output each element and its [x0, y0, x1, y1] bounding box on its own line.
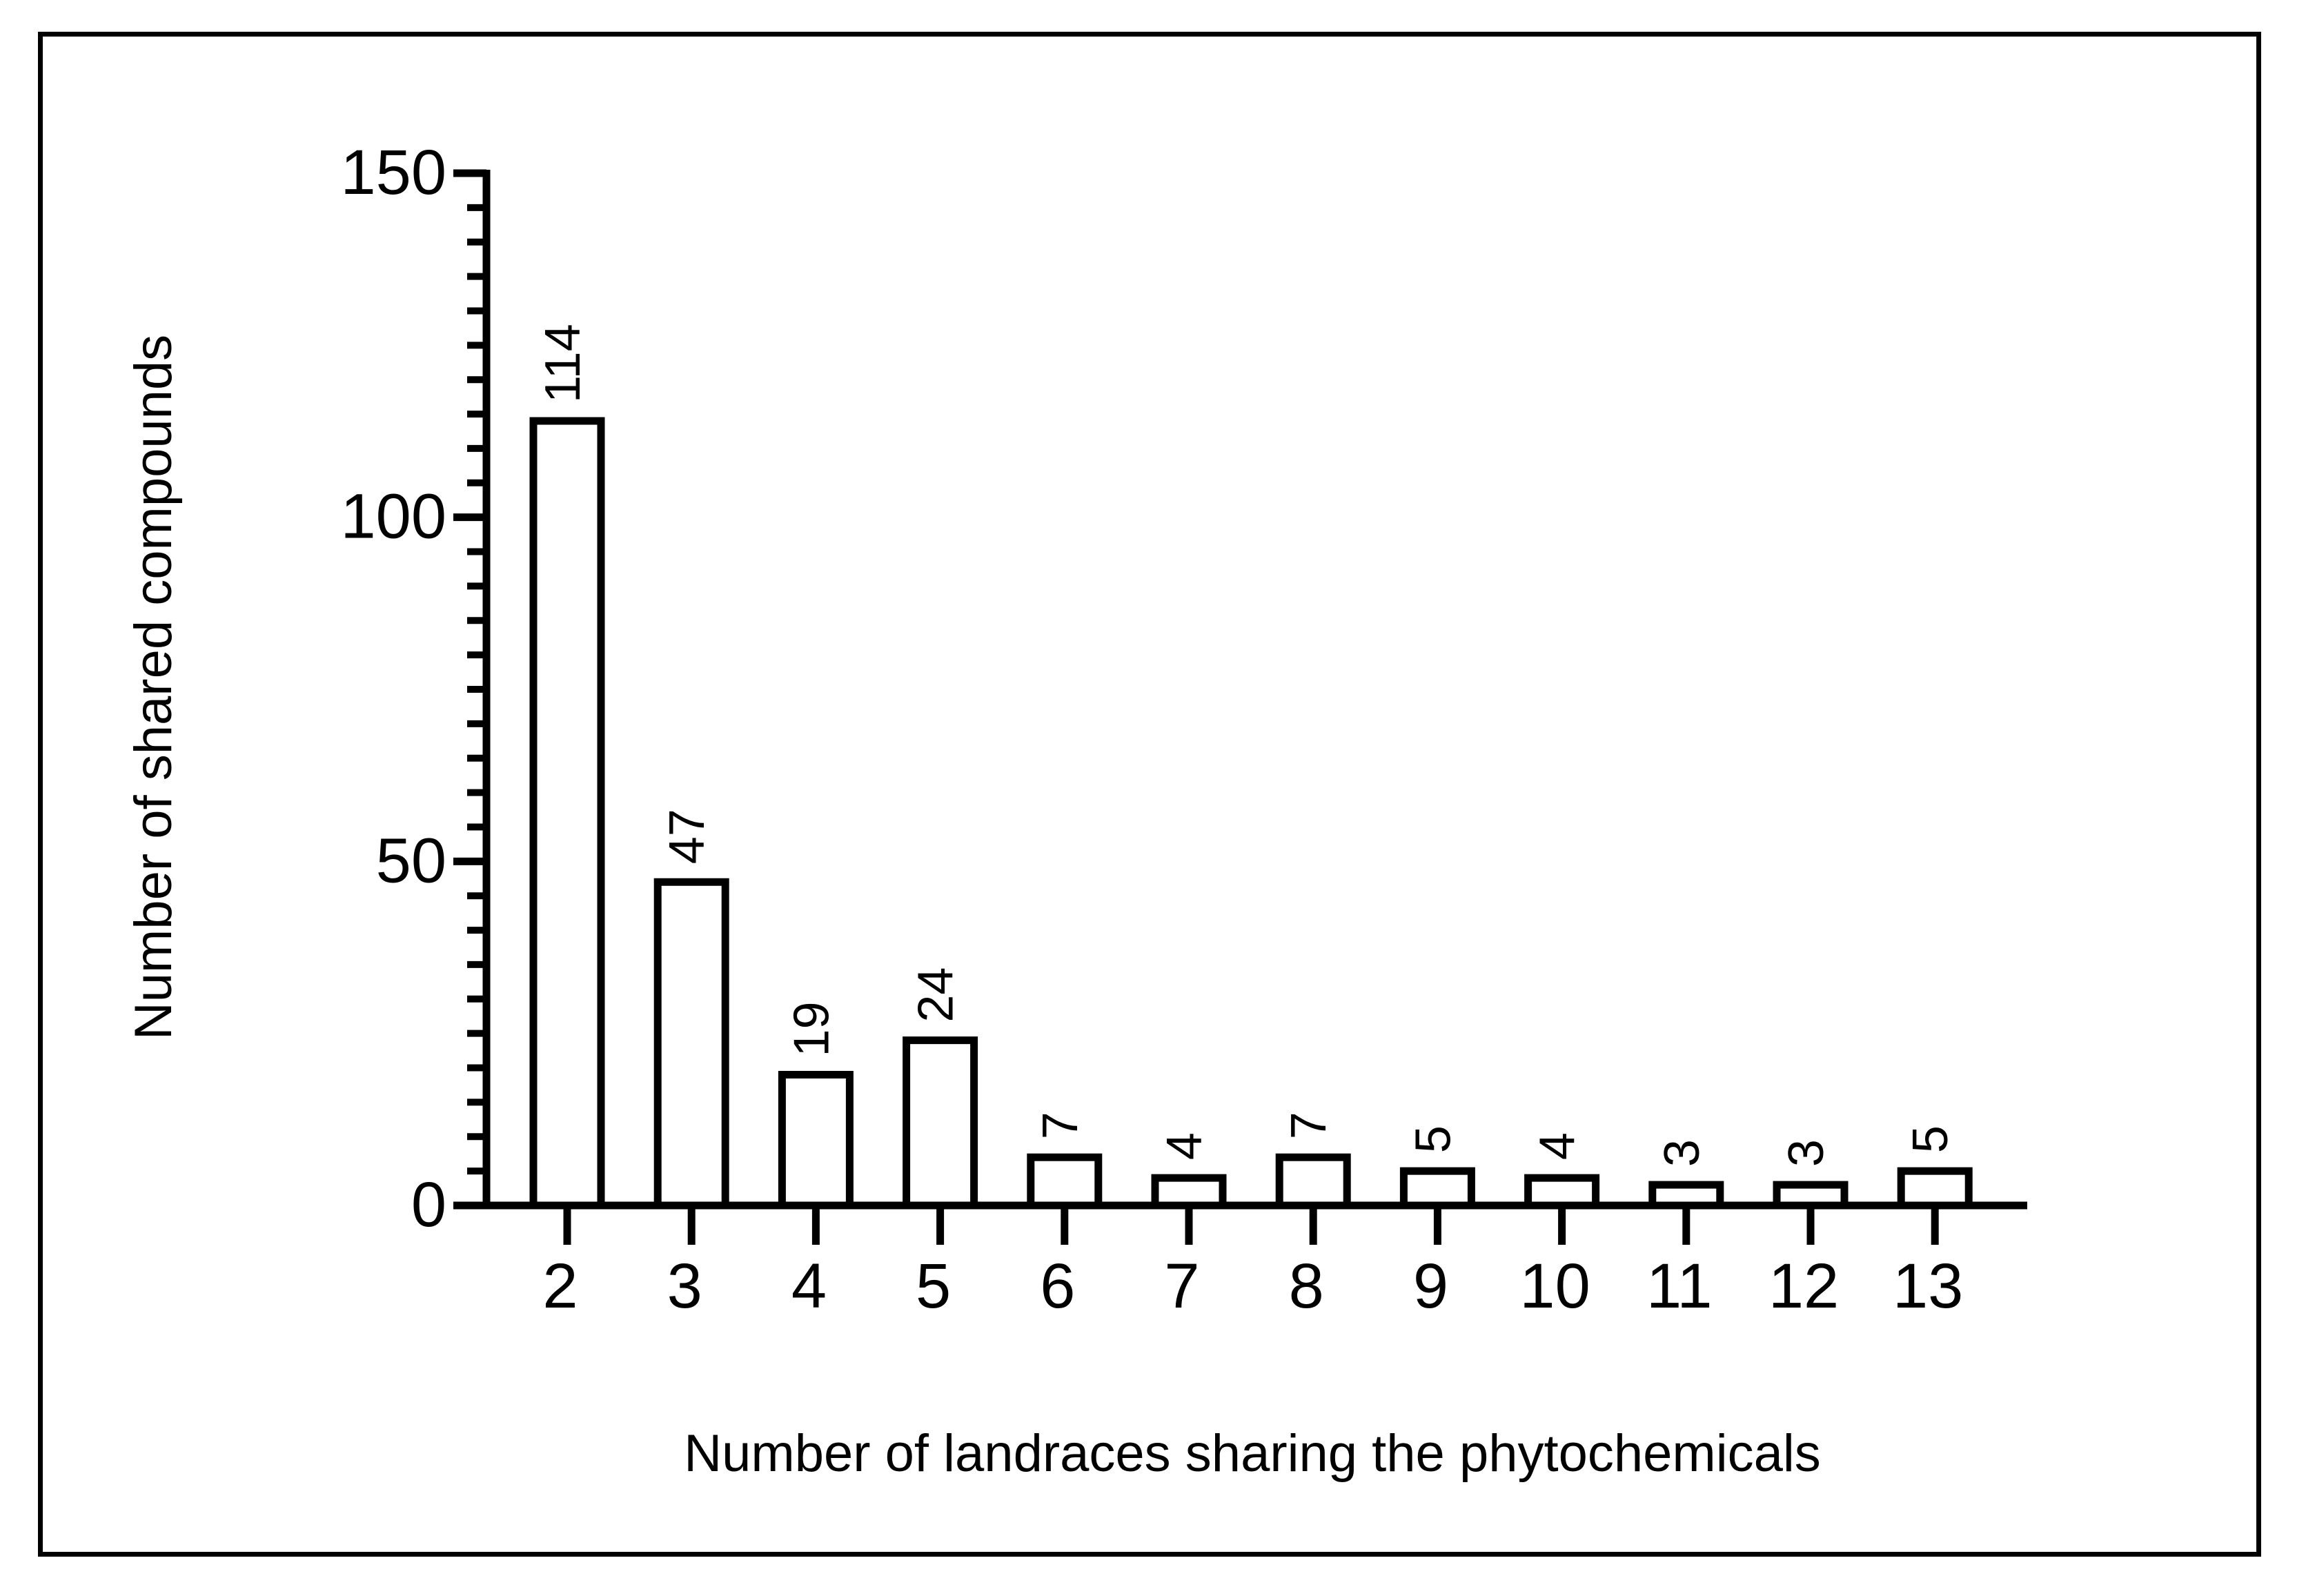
- y-tick-label: 50: [376, 825, 446, 896]
- x-tick-label: 7: [1164, 1251, 1199, 1321]
- bar: [1275, 1153, 1351, 1210]
- bar: [529, 417, 605, 1210]
- y-ticks-group: 0 50 100 150: [341, 137, 486, 1240]
- bar: [1524, 1174, 1600, 1210]
- bar: [1027, 1153, 1103, 1210]
- y-tick-label: 100: [341, 482, 447, 552]
- bar-value-label: 7: [1033, 1112, 1088, 1139]
- bar-value-label: 4: [1530, 1132, 1586, 1160]
- x-tick-label: 4: [791, 1251, 827, 1321]
- x-axis-label: Number of landraces sharing the phytoche…: [684, 1424, 1821, 1483]
- y-axis-label: Number of shared compounds: [124, 335, 183, 1040]
- bar-value-label: 114: [535, 324, 591, 403]
- y-tick-label: 0: [411, 1170, 446, 1240]
- x-tick-label: 12: [1768, 1251, 1839, 1321]
- bar: [778, 1071, 854, 1210]
- bar-value-label: 5: [1903, 1125, 1958, 1153]
- bar: [903, 1036, 978, 1210]
- x-tick-label: 11: [1646, 1251, 1713, 1321]
- bars-group: [529, 417, 1973, 1210]
- x-tick-label: 3: [667, 1251, 702, 1321]
- x-tick-label: 2: [542, 1251, 578, 1321]
- bar: [653, 878, 729, 1210]
- x-tick-label: 9: [1413, 1251, 1448, 1321]
- bar: [1151, 1174, 1227, 1210]
- x-tick-label: 10: [1519, 1251, 1590, 1321]
- x-ticks-group: 2 3 4 5 6 7 8 9 10 11 12 13: [542, 1205, 1963, 1321]
- bar-value-label: 47: [660, 809, 715, 864]
- bar-value-label: 19: [784, 1001, 839, 1056]
- bar-value-label: 24: [909, 967, 964, 1023]
- bar-value-label: 3: [1655, 1139, 1710, 1167]
- x-tick-label: 5: [916, 1251, 951, 1321]
- bar-value-label: 7: [1281, 1112, 1337, 1139]
- x-tick-label: 8: [1289, 1251, 1324, 1321]
- bar: [1399, 1167, 1475, 1210]
- x-tick-label: 13: [1893, 1251, 1963, 1321]
- chart-frame: [38, 32, 2261, 1557]
- bar: [1897, 1167, 1973, 1210]
- bar-value-label: 4: [1157, 1132, 1212, 1160]
- x-tick-label: 6: [1040, 1251, 1075, 1321]
- bar-value-label: 3: [1779, 1139, 1834, 1167]
- bar-value-label: 5: [1406, 1125, 1461, 1153]
- y-tick-label: 150: [341, 137, 447, 208]
